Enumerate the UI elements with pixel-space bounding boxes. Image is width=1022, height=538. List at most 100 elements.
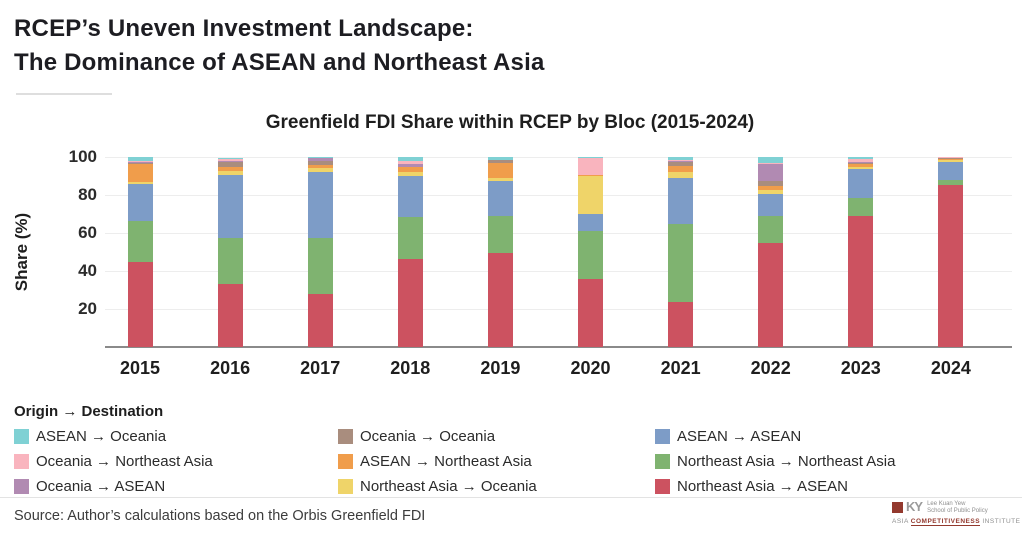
stacked-bar-2017[interactable]: [308, 157, 333, 347]
bar-segment[interactable]: [128, 184, 153, 221]
y-axis-label: Share (%): [12, 172, 32, 332]
stacked-bar-2023[interactable]: [848, 157, 873, 347]
legend-item[interactable]: ASEAN → ASEAN: [655, 428, 801, 445]
bar-segment[interactable]: [758, 194, 783, 216]
stacked-bar-2021[interactable]: [668, 157, 693, 347]
footer-divider: [0, 497, 1022, 498]
bar-segment[interactable]: [218, 175, 243, 238]
bar-segment[interactable]: [758, 216, 783, 243]
y-tick-100: 100: [52, 147, 97, 167]
bar-segment[interactable]: [488, 253, 513, 347]
x-tick-2024: 2024: [911, 358, 991, 379]
bar-segment[interactable]: [398, 176, 423, 217]
legend: Origin → Destination ASEAN → Oceania Ocea…: [14, 403, 1008, 500]
stacked-bar-2022[interactable]: [758, 157, 783, 347]
bar-segment[interactable]: [128, 262, 153, 347]
bar-segment[interactable]: [488, 216, 513, 253]
legend-item[interactable]: Northeast Asia → Oceania: [338, 478, 537, 495]
stacked-bar-2015[interactable]: [128, 157, 153, 347]
bar-segment[interactable]: [398, 259, 423, 347]
bar-segment[interactable]: [668, 178, 693, 225]
legend-swatch: [338, 454, 353, 469]
stacked-bar-2024[interactable]: [938, 157, 963, 347]
stacked-bar-2019[interactable]: [488, 157, 513, 347]
legend-item[interactable]: Oceania → Northeast Asia: [14, 453, 213, 470]
bar-segment[interactable]: [308, 172, 333, 238]
bar-segment[interactable]: [578, 158, 603, 175]
bar-segment[interactable]: [848, 169, 873, 198]
chart-title: Greenfield FDI Share within RCEP by Bloc…: [105, 112, 915, 134]
bar-segment[interactable]: [578, 279, 603, 347]
y-tick-60: 60: [52, 223, 97, 243]
legend-swatch: [655, 479, 670, 494]
bar-segment[interactable]: [578, 176, 603, 214]
x-tick-2019: 2019: [460, 358, 540, 379]
x-tick-2020: 2020: [551, 358, 631, 379]
legend-swatch: [14, 454, 29, 469]
bar-segment[interactable]: [758, 164, 783, 181]
y-tick-40: 40: [52, 261, 97, 281]
legend-grid: ASEAN → Oceania Oceania → Northeast Asia O…: [14, 428, 1008, 500]
stacked-bar-2020[interactable]: [578, 157, 603, 347]
legend-item[interactable]: Northeast Asia → Northeast Asia: [655, 453, 895, 470]
bar-segment[interactable]: [308, 294, 333, 347]
legend-item[interactable]: Oceania → Oceania: [338, 428, 495, 445]
legend-swatch: [655, 454, 670, 469]
bar-segment[interactable]: [848, 216, 873, 347]
aci-word-institute: INSTITUTE: [982, 518, 1020, 525]
bar-segment[interactable]: [398, 217, 423, 259]
legend-label: Oceania → Oceania: [360, 428, 495, 445]
legend-item[interactable]: ASEAN → Oceania: [14, 428, 166, 445]
stacked-bar-2018[interactable]: [398, 157, 423, 347]
bar-segment[interactable]: [308, 238, 333, 294]
title-underline-rule: [16, 93, 112, 95]
bar-segment[interactable]: [668, 166, 693, 173]
lky-logo-row: KY Lee Kuan Yew School of Public Policy: [892, 501, 1012, 515]
bar-segment[interactable]: [218, 238, 243, 285]
aci-word-asia: ASIA: [892, 518, 908, 525]
aci-word-competitiveness: COMPETITIVENESS: [911, 518, 980, 526]
legend-swatch: [14, 429, 29, 444]
bar-segment[interactable]: [488, 163, 513, 178]
lky-school-name: Lee Kuan Yew School of Public Policy: [927, 501, 988, 515]
lky-logo-mark-letters: KY: [906, 501, 922, 512]
page-title: RCEP’s Uneven Investment Landscape: The …: [14, 12, 545, 80]
y-tick-80: 80: [52, 185, 97, 205]
bar-segment[interactable]: [758, 243, 783, 348]
legend-item[interactable]: Northeast Asia → ASEAN: [655, 478, 848, 495]
legend-swatch: [14, 479, 29, 494]
stacked-bar-2016[interactable]: [218, 157, 243, 347]
legend-item[interactable]: ASEAN → Northeast Asia: [338, 453, 532, 470]
plot-area: [105, 157, 1012, 347]
legend-label: Northeast Asia → Northeast Asia: [677, 453, 895, 470]
lky-logo-mark-square: [892, 502, 903, 513]
x-tick-2021: 2021: [641, 358, 721, 379]
bar-segment[interactable]: [578, 231, 603, 279]
x-tick-2017: 2017: [280, 358, 360, 379]
x-tick-2018: 2018: [370, 358, 450, 379]
legend-label: ASEAN → Oceania: [36, 428, 166, 445]
bar-segment[interactable]: [848, 198, 873, 216]
lky-school-line2: School of Public Policy: [927, 508, 988, 515]
legend-label: ASEAN → ASEAN: [677, 428, 801, 445]
bar-segment[interactable]: [488, 181, 513, 216]
x-tick-2016: 2016: [190, 358, 270, 379]
y-tick-20: 20: [52, 299, 97, 319]
bar-segment[interactable]: [668, 302, 693, 347]
bar-segment[interactable]: [668, 224, 693, 302]
lky-school-line1: Lee Kuan Yew: [927, 501, 988, 508]
legend-label: Northeast Asia → Oceania: [360, 478, 537, 495]
legend-title: Origin → Destination: [14, 403, 1008, 420]
bar-segment[interactable]: [938, 185, 963, 347]
legend-swatch: [338, 429, 353, 444]
page-title-line2: The Dominance of ASEAN and Northeast Asi…: [14, 46, 545, 80]
infographic-page: RCEP’s Uneven Investment Landscape: The …: [0, 0, 1022, 538]
legend-label: ASEAN → Northeast Asia: [360, 453, 532, 470]
bar-segment[interactable]: [218, 284, 243, 347]
legend-swatch: [655, 429, 670, 444]
bar-segment[interactable]: [578, 214, 603, 231]
bar-segment[interactable]: [128, 164, 153, 182]
bar-segment[interactable]: [128, 221, 153, 263]
legend-item[interactable]: Oceania → ASEAN: [14, 478, 165, 495]
bar-segment[interactable]: [938, 162, 963, 180]
